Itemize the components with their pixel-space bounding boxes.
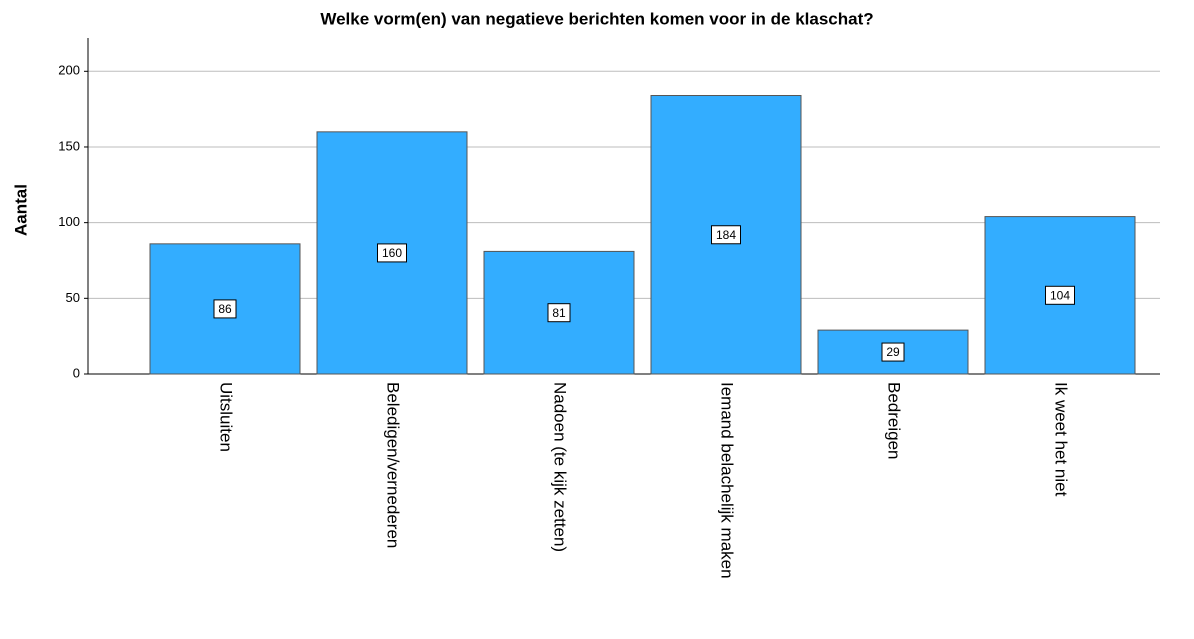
value-label: 184 [716,228,736,242]
chart-title: Welke vorm(en) van negatieve berichten k… [320,9,873,28]
x-tick-label: Beledigen/vernederen [384,382,403,548]
value-label-box [213,299,237,319]
y-axis-label: Aantal [11,184,30,236]
value-label: 104 [1050,288,1070,302]
y-tick-label: 100 [58,214,80,229]
value-label-box [881,342,905,362]
value-label-box [1045,285,1075,305]
x-tick-label: Iemand belachelijk maken [718,382,737,579]
y-tick-label: 0 [73,365,80,380]
x-tick-label: Ik weet het niet [1052,382,1071,497]
value-label-box [377,243,407,263]
value-label: 29 [886,345,900,359]
value-label: 160 [382,246,402,260]
value-label-box [547,303,571,323]
x-tick-label: Uitsluiten [217,382,236,452]
x-tick-label: Nadoen (te kijk zetten) [551,382,570,552]
y-tick-label: 150 [58,138,80,153]
value-label-box [711,225,741,245]
value-label: 86 [218,302,232,316]
x-tick-label: Bedreigen [885,382,904,460]
value-label: 81 [552,306,566,320]
y-tick-label: 200 [58,63,80,78]
y-tick-label: 50 [66,290,80,305]
